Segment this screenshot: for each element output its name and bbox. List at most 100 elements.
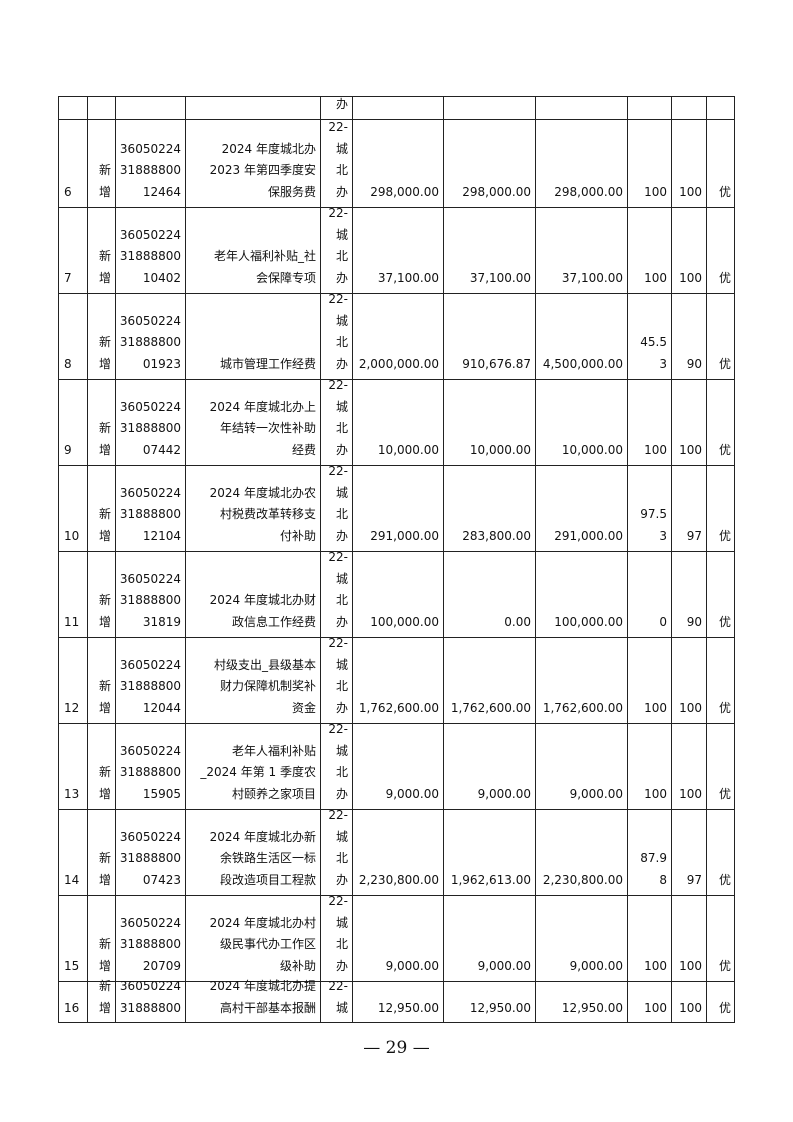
cell-text: 100 <box>644 700 667 715</box>
cell-text: 新 <box>98 979 111 993</box>
cell-text: 01923 <box>142 356 181 371</box>
cell-text: 90 <box>686 614 702 629</box>
cell-target: 9,000.00 <box>535 723 627 809</box>
cell-text: 10,000.00 <box>377 442 439 457</box>
cell-text: 高村干部基本报酬 <box>219 1000 316 1015</box>
cell-text: 0 <box>659 614 667 629</box>
cell-text: 经费 <box>291 442 316 457</box>
cell-index: 14 <box>58 809 87 895</box>
cell-text: 北 <box>335 679 348 693</box>
cell-type <box>87 96 115 119</box>
cell-text: 老年人福利补贴 <box>231 743 316 758</box>
cell-budget: 9,000.00 <box>352 895 443 981</box>
cell-code: 36050224 31888800 31819 <box>115 551 185 637</box>
cell-target: 2,230,800.00 <box>535 809 627 895</box>
cell-text: 城 <box>335 915 348 930</box>
cell-text: 优 <box>718 442 731 457</box>
cell-grade: 优 <box>706 809 735 895</box>
cell-target: 100,000.00 <box>535 551 627 637</box>
cell-text: 优 <box>718 614 731 629</box>
cell-text: 北 <box>335 421 348 435</box>
cell-text: 北 <box>335 507 348 521</box>
cell-budget: 37,100.00 <box>352 207 443 293</box>
cell-budget: 2,000,000.00 <box>352 293 443 379</box>
cell-text: 办 <box>335 270 348 285</box>
cell-text: 100 <box>644 786 667 801</box>
cell-rating-score: 100 <box>671 207 706 293</box>
cell-target: 4,500,000.00 <box>535 293 627 379</box>
cell-project-name: 老年人福利补贴_社 会保障专项 <box>185 207 320 293</box>
cell-text: 2024 年度城北办财 <box>209 593 316 607</box>
cell-text: 100 <box>644 442 667 457</box>
cell-text: 9,000.00 <box>569 958 623 973</box>
cell-text: 31888800 <box>119 1000 181 1015</box>
cell-executed: 298,000.00 <box>443 119 535 207</box>
cell-text: 9,000.00 <box>569 786 623 801</box>
cell-text: 12104 <box>142 528 181 543</box>
cell-score: 100 <box>627 379 671 465</box>
cell-text: 城 <box>335 571 348 586</box>
cell-text: 100 <box>679 1000 702 1015</box>
cell-project-name: 2024 年度城北办村 级民事代办工作区 级补助 <box>185 895 320 981</box>
cell-text: 办 <box>335 786 348 801</box>
cell-text: 283,800.00 <box>462 528 531 543</box>
cell-text: 办 <box>335 96 348 111</box>
cell-text: 36050224 <box>119 657 181 672</box>
cell-text: 北 <box>335 937 348 951</box>
cell-type: 新增 <box>87 379 115 465</box>
cell-index: 15 <box>58 895 87 981</box>
cell-executed: 910,676.87 <box>443 293 535 379</box>
cell-type: 新增 <box>87 809 115 895</box>
cell-budget: 2,230,800.00 <box>352 809 443 895</box>
cell-text: 12464 <box>142 184 181 199</box>
cell-text: 37,100.00 <box>469 270 531 285</box>
cell-text: 增 <box>98 958 111 973</box>
cell-text: 31888800 <box>119 421 181 435</box>
cell-text: 07423 <box>142 872 181 887</box>
cell-unit: 22- 城北办 <box>320 636 352 723</box>
cell-unit: 22- 城北办 <box>320 378 352 465</box>
cell-text: 增 <box>98 184 111 199</box>
cell-index: 9 <box>58 379 87 465</box>
cell-text: 优 <box>718 700 731 715</box>
cell-text: 910,676.87 <box>462 356 531 371</box>
cell-executed: 37,100.00 <box>443 207 535 293</box>
cell-text: 优 <box>718 270 731 285</box>
cell-grade: 优 <box>706 465 735 551</box>
cell-text: 8 <box>64 356 72 371</box>
cell-project-name: 村级支出_县级基本 财力保障机制奖补 资金 <box>185 637 320 723</box>
cell-text: 100 <box>644 184 667 199</box>
cell-text: 298,000.00 <box>462 184 531 199</box>
cell-code: 36050224 31888800 12044 <box>115 637 185 723</box>
cell-text: 36050224 <box>119 743 181 758</box>
cell-text: 22- <box>328 636 348 650</box>
cell-text: 37,100.00 <box>377 270 439 285</box>
cell-text: 31888800 <box>119 335 181 349</box>
cell-text: 36050224 <box>119 571 181 586</box>
cell-project-name: 2024 年度城北办 2023 年第四季度安 保服务费 <box>185 119 320 207</box>
cell-text: 优 <box>718 356 731 371</box>
cell-grade: 优 <box>706 293 735 379</box>
cell-text: 15905 <box>142 786 181 801</box>
cell-text: 36050224 <box>119 485 181 500</box>
cell-text: 北 <box>335 335 348 349</box>
cell-text: 100 <box>679 442 702 457</box>
cell-score: 0 <box>627 551 671 637</box>
cell-type: 新增 <box>87 723 115 809</box>
cell-code: 36050224 31888800 15905 <box>115 723 185 809</box>
cell-budget: 10,000.00 <box>352 379 443 465</box>
cell-score: 100 <box>627 895 671 981</box>
cell-grade: 优 <box>706 723 735 809</box>
cell-text: 保服务费 <box>267 184 316 199</box>
cell-type: 新增 <box>87 293 115 379</box>
cell-text: 增 <box>98 872 111 887</box>
cell-text: 新 <box>98 765 111 779</box>
cell-target: 298,000.00 <box>535 119 627 207</box>
cell-grade: 优 <box>706 981 735 1023</box>
cell-text: 村级支出_县级基本 <box>213 657 316 672</box>
cell-text: 付补助 <box>279 528 316 543</box>
cell-text: 36050224 <box>119 399 181 414</box>
cell-text: 31888800 <box>119 851 181 865</box>
cell-grade: 优 <box>706 119 735 207</box>
cell-code: 36050224 31888800 10402 <box>115 207 185 293</box>
